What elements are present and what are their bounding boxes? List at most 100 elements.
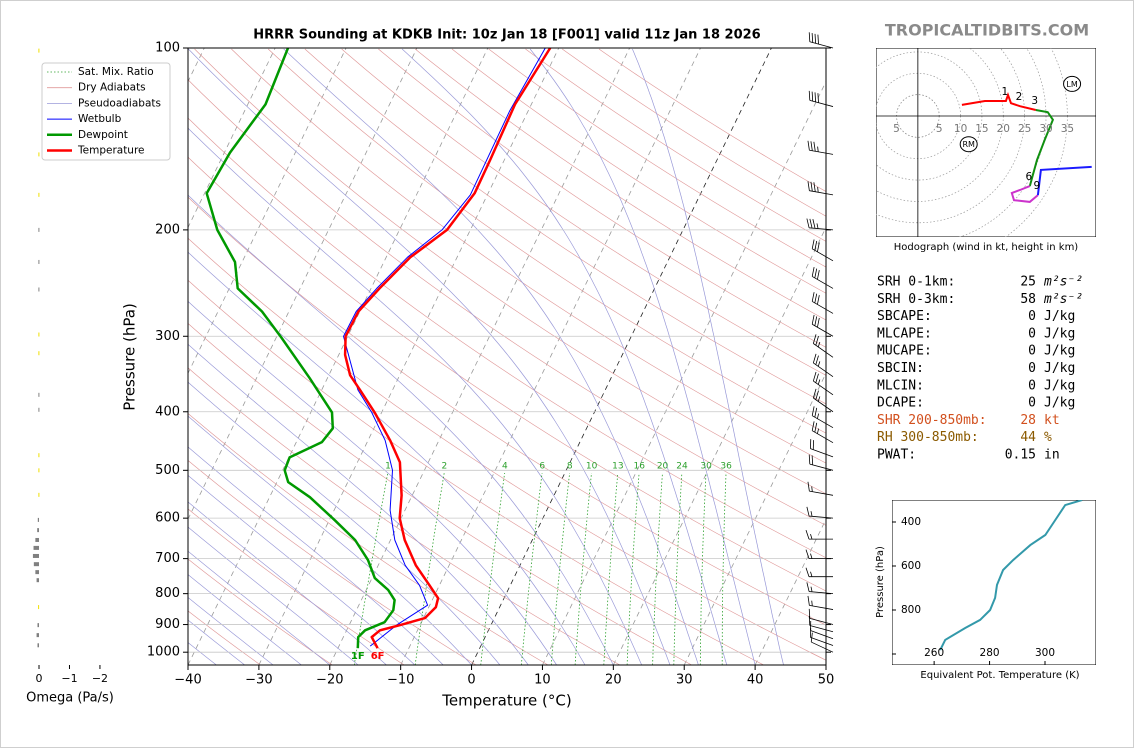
ring-label: 25 [1018, 123, 1031, 135]
plot-frame [187, 47, 827, 666]
hodograph-trace [1028, 109, 1055, 187]
wind-barb [811, 406, 834, 429]
y-tick-label: 200 [155, 222, 180, 237]
pseudoadiabat [188, 446, 444, 665]
stat-unit: J/kg [1044, 309, 1075, 324]
stat-unit: m²s⁻² [1043, 292, 1083, 307]
dry-adiabat [188, 459, 477, 665]
mixing-ratio-label: 1 [385, 462, 391, 472]
x-tick-label: −20 [316, 673, 343, 688]
mixing-ratio-line [550, 472, 570, 665]
stat-label: MLCIN: [877, 378, 924, 393]
wind-barb [811, 292, 834, 314]
legend-label: Dewpoint [78, 129, 128, 141]
height-label: 6 [1025, 171, 1032, 183]
dry-adiabat [188, 508, 405, 665]
theta-x-tick-label: 300 [1035, 647, 1055, 659]
y-tick-label: 500 [155, 463, 180, 478]
chart-title: HRRR Sounding at KDKB Init: 10z Jan 18 [… [253, 28, 760, 43]
stat-value: 0 [1028, 344, 1036, 359]
stat-label: DCAPE: [877, 396, 924, 411]
ring-label: 15 [975, 123, 988, 135]
height-label: 2 [1016, 91, 1023, 103]
mixing-ratio-line [673, 472, 683, 665]
profile-line [205, 48, 396, 649]
isotherm [188, 48, 418, 521]
pseudoadiabat [188, 48, 671, 665]
profile-line [343, 48, 552, 649]
theta-x-tick-label: 280 [980, 647, 1000, 659]
storm-label: RM [962, 140, 975, 149]
wind-barb [807, 181, 834, 196]
stat-value: 0 [1028, 361, 1036, 376]
stat-unit: J/kg [1044, 344, 1075, 359]
x-axis-label: Temperature (°C) [441, 692, 571, 710]
omega-bar [32, 553, 40, 558]
isotherm [329, 48, 630, 665]
theta-y-tick-label: 400 [901, 516, 921, 528]
wind-barb [808, 608, 834, 625]
omega-bar [38, 192, 40, 197]
dry-adiabat [188, 196, 826, 626]
dry-adiabat [188, 117, 826, 559]
pseudoadiabat [188, 501, 387, 665]
stat-value: 58 [1020, 292, 1036, 307]
x-tick-label: 50 [818, 673, 835, 688]
stat-label: PWAT: [877, 448, 916, 463]
pseudoadiabat [188, 251, 586, 665]
surface-label: 6F [371, 651, 385, 662]
hodograph-frame [876, 48, 1096, 237]
y-tick-label: 700 [155, 551, 180, 566]
wind-barb [807, 595, 834, 610]
x-tick-label: 40 [747, 673, 764, 688]
wind-barb [806, 582, 834, 595]
omega-tick-label: −2 [92, 672, 108, 685]
omega-bar [38, 227, 40, 232]
wind-barb [805, 530, 833, 540]
stat-unit: J/kg [1044, 326, 1075, 341]
stat-label: SHR 200-850mb: [877, 413, 987, 428]
omega-bar [38, 259, 40, 264]
pseudoadiabat [188, 526, 359, 665]
stat-unit: kt [1044, 413, 1060, 428]
theta-plot [892, 500, 1096, 665]
pseudoadiabat [188, 300, 557, 665]
theta-x-label: Equivalent Pot. Temperature (K) [920, 670, 1079, 681]
wind-barb [810, 632, 834, 653]
wind-barb [812, 353, 834, 378]
wind-barb [807, 481, 834, 496]
surface-label: 1F [351, 651, 365, 662]
omega-label: Omega (Pa/s) [26, 691, 114, 706]
theta-x-tick-label: 260 [924, 647, 944, 659]
wind-barb [808, 32, 834, 49]
dry-adiabat [561, 48, 826, 217]
height-label: 9 [1034, 180, 1041, 192]
dry-adiabat [188, 237, 826, 661]
stat-label: SRH 0-3km: [877, 292, 955, 307]
stat-label: RH 300-850mb: [877, 430, 979, 445]
pseudoadiabat [632, 48, 784, 665]
dry-adiabat [231, 48, 826, 464]
omega-tick-label: −1 [61, 672, 77, 685]
mixing-ratio-label: 8 [567, 462, 573, 472]
mixing-ratio-line [414, 472, 445, 665]
stat-label: MLCAPE: [877, 326, 932, 341]
theta-line [939, 500, 1083, 651]
mixing-ratio-label: 2 [441, 462, 447, 472]
y-tick-label: 100 [155, 41, 180, 56]
y-tick-label: 800 [155, 586, 180, 601]
mixing-ratio-label: 4 [502, 462, 508, 472]
wind-barb [812, 388, 834, 413]
ring-label: 20 [997, 123, 1010, 135]
mixing-ratio-label: 24 [676, 462, 688, 472]
omega-bar [38, 351, 40, 356]
mixing-ratio-line [521, 472, 543, 665]
x-tick-label: −30 [245, 673, 272, 688]
stat-label: SBCAPE: [877, 309, 932, 324]
wind-barb [805, 549, 833, 560]
mixing-ratio-line [652, 472, 663, 665]
mixing-ratio-label: 20 [657, 462, 669, 472]
pseudoadiabat [188, 550, 331, 665]
